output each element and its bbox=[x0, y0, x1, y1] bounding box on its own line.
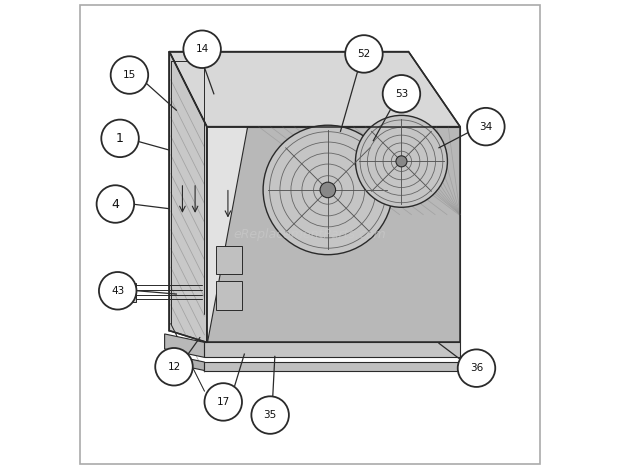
Circle shape bbox=[383, 75, 420, 113]
Text: 4: 4 bbox=[112, 197, 119, 211]
Text: 34: 34 bbox=[479, 121, 492, 132]
Polygon shape bbox=[164, 354, 205, 371]
Text: 35: 35 bbox=[264, 410, 277, 420]
Text: 17: 17 bbox=[216, 397, 230, 407]
Text: 43: 43 bbox=[111, 286, 125, 296]
Circle shape bbox=[396, 156, 407, 167]
Circle shape bbox=[467, 108, 505, 145]
Bar bbox=[216, 281, 242, 310]
Text: 1: 1 bbox=[116, 132, 124, 145]
Polygon shape bbox=[207, 127, 460, 342]
Circle shape bbox=[263, 125, 392, 255]
Circle shape bbox=[320, 182, 335, 198]
Polygon shape bbox=[205, 342, 460, 357]
Circle shape bbox=[345, 35, 383, 73]
Polygon shape bbox=[169, 52, 207, 342]
Circle shape bbox=[97, 185, 134, 223]
Polygon shape bbox=[164, 334, 205, 357]
Text: 12: 12 bbox=[167, 362, 180, 372]
Circle shape bbox=[458, 349, 495, 387]
Circle shape bbox=[155, 348, 193, 386]
Bar bbox=[216, 246, 242, 274]
Circle shape bbox=[251, 396, 289, 434]
Circle shape bbox=[184, 30, 221, 68]
Text: eReplacementParts.com: eReplacementParts.com bbox=[234, 228, 386, 241]
Bar bbox=[125, 283, 136, 302]
Polygon shape bbox=[205, 362, 460, 371]
Text: 14: 14 bbox=[195, 44, 209, 54]
Text: 53: 53 bbox=[395, 89, 408, 99]
Circle shape bbox=[101, 120, 139, 157]
Polygon shape bbox=[207, 127, 460, 342]
Text: 52: 52 bbox=[357, 49, 371, 59]
Circle shape bbox=[355, 115, 448, 207]
Polygon shape bbox=[169, 52, 460, 127]
Text: 15: 15 bbox=[123, 70, 136, 80]
Text: 36: 36 bbox=[470, 363, 483, 373]
Circle shape bbox=[205, 383, 242, 421]
Circle shape bbox=[99, 272, 136, 310]
Circle shape bbox=[111, 56, 148, 94]
